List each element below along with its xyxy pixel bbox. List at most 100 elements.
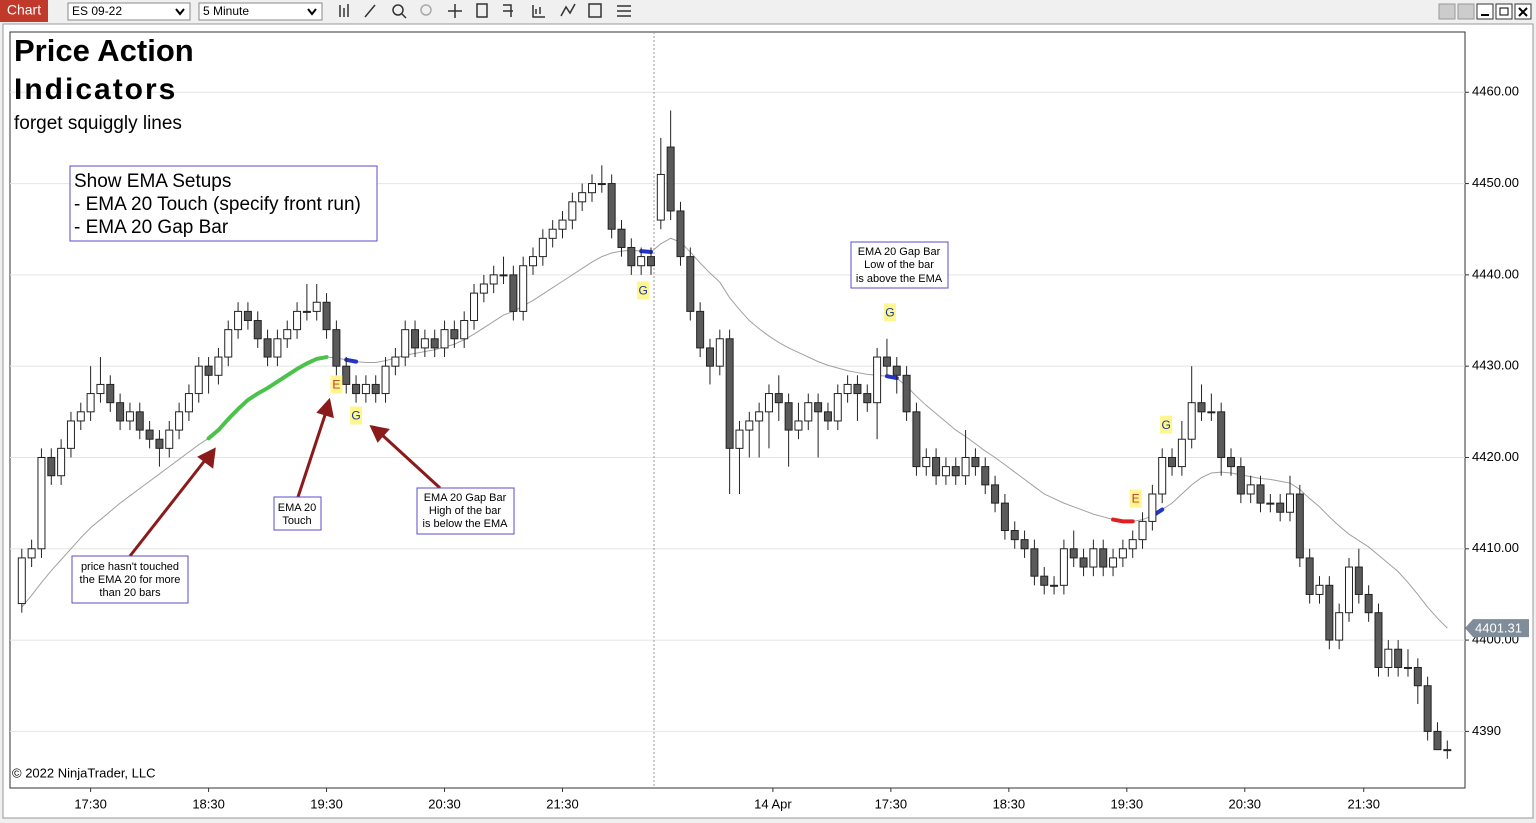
candle-body	[470, 292, 479, 322]
candle-body	[155, 438, 164, 449]
arrows	[128, 397, 442, 557]
candle-body	[440, 329, 449, 349]
instrument-label: ES 09-22	[72, 4, 122, 18]
candle-body	[411, 329, 420, 349]
chart-tab[interactable]	[0, 0, 48, 22]
marker-bg	[330, 375, 343, 394]
candle-body	[1344, 566, 1353, 614]
note-line: the EMA 20 for more	[80, 574, 181, 586]
candle-body	[991, 484, 1000, 504]
candle-body	[283, 329, 292, 340]
note-line: than 20 bars	[99, 587, 161, 599]
candle-body	[1207, 411, 1216, 414]
candle-body	[1286, 493, 1295, 513]
candle-body	[951, 466, 960, 477]
candle-body	[175, 411, 184, 431]
candle-body	[224, 329, 233, 358]
candle-body	[1394, 648, 1403, 668]
marker-bg	[1160, 415, 1173, 434]
candle-body	[696, 310, 705, 349]
candle-body	[499, 274, 508, 277]
candle-body	[135, 411, 144, 431]
x-tick-label: 14 Apr	[754, 796, 792, 811]
plot: E G G G E G	[17, 110, 1452, 759]
setups-box	[69, 165, 378, 242]
note-box	[71, 555, 189, 604]
candle-body	[863, 393, 872, 404]
marker-bg	[1129, 489, 1142, 508]
candle-body	[165, 429, 174, 449]
dropdown-arrow	[175, 8, 185, 16]
interval-select[interactable]	[198, 2, 323, 21]
candle-body	[627, 246, 636, 267]
candle-body	[1423, 685, 1432, 732]
x-tick-label: 20:30	[1229, 796, 1262, 811]
candle-body	[66, 420, 75, 449]
candle-body	[1059, 548, 1068, 586]
candle-body	[1295, 493, 1304, 559]
interval-label: 5 Minute	[203, 4, 249, 18]
setups-line: - EMA 20 Touch (specify front run)	[74, 194, 361, 215]
candle-body	[1256, 484, 1265, 504]
candle-body	[361, 383, 370, 395]
candle-body	[548, 228, 557, 239]
note-line: EMA 20	[278, 502, 317, 514]
x-tick-label: 18:30	[993, 796, 1026, 811]
window-buttons[interactable]	[1438, 3, 1532, 20]
candle-body	[882, 356, 891, 367]
candle-body	[243, 310, 252, 322]
candle-body	[194, 365, 203, 395]
candle-body	[1403, 666, 1412, 669]
candle-body	[715, 338, 724, 367]
candle-body	[420, 338, 429, 349]
candle-body	[47, 456, 56, 477]
candle-body	[725, 338, 734, 449]
candle-body	[1354, 566, 1363, 595]
price-tag-label: 4401.31	[1475, 621, 1522, 636]
note-box	[416, 487, 515, 535]
candle-body	[57, 447, 66, 477]
candle-body	[371, 383, 380, 395]
candle-body	[892, 365, 901, 376]
ema-highlight	[344, 357, 359, 364]
candle-body	[401, 329, 410, 358]
candle-body	[1010, 530, 1019, 541]
candle-body	[145, 429, 154, 440]
candle-body	[1335, 612, 1344, 641]
candle-body	[1217, 411, 1226, 458]
note-box	[273, 496, 322, 531]
candle-body	[1128, 539, 1137, 550]
candle-body	[735, 429, 744, 449]
candle-body	[1443, 749, 1452, 752]
y-tick-label: 4460.00	[1472, 84, 1519, 99]
candle-body	[1089, 548, 1098, 568]
candle-body	[1099, 548, 1108, 568]
instrument-select[interactable]	[67, 2, 191, 21]
marker-label: G	[1161, 418, 1170, 432]
y-tick-label: 4410.00	[1472, 540, 1519, 555]
candle-body	[1374, 612, 1383, 668]
y-tick-label: 4440.00	[1472, 266, 1519, 281]
candle-body	[86, 393, 95, 413]
price-tag	[1465, 619, 1529, 638]
candle-body	[1364, 593, 1373, 614]
candle-body	[1079, 557, 1088, 568]
note-line: is below the EMA	[423, 518, 509, 530]
y-tick-label: 4390	[1472, 723, 1501, 738]
candle-body	[1187, 402, 1196, 440]
candle-body	[76, 411, 85, 422]
candle-body	[352, 383, 361, 395]
candle-body	[745, 420, 754, 431]
setups-line: Show EMA Setups	[74, 171, 231, 192]
candle-body	[764, 393, 773, 413]
candle-body	[1227, 456, 1236, 468]
y-tick-label: 4430.00	[1472, 358, 1519, 373]
candle-body	[873, 356, 882, 404]
candle-body	[784, 402, 793, 431]
marker-label: G	[351, 409, 360, 423]
candle-body	[214, 356, 223, 376]
candle-body	[941, 466, 950, 477]
toolbar-icons[interactable]	[339, 3, 631, 19]
